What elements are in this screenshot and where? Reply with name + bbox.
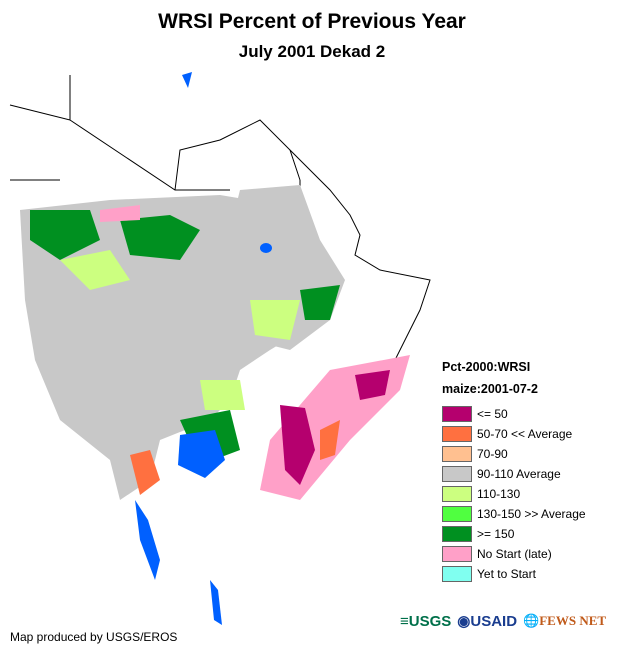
usaid-logo: ◉USAID	[457, 613, 518, 630]
legend-subheading: maize:2001-07-2	[442, 382, 538, 396]
map-title: WRSI Percent of Previous Year	[158, 10, 466, 33]
orange-region	[130, 420, 340, 495]
legend-swatch	[442, 426, 472, 442]
legend-label: 70-90	[477, 447, 508, 461]
fewsnet-logo-text: FEWS NET	[539, 613, 607, 628]
fewsnet-logo: 🌐FEWS NET	[523, 613, 607, 628]
legend: Pct-2000:WRSI maize:2001-07-2 <= 50 50-70…	[442, 360, 586, 584]
legend-swatch	[442, 506, 472, 522]
legend-item: No Start (late)	[442, 544, 586, 564]
legend-item: 110-130	[442, 484, 586, 504]
legend-item: <= 50	[442, 404, 586, 424]
legend-swatch	[442, 566, 472, 582]
legend-label: 50-70 << Average	[477, 427, 573, 441]
map-subtitle: July 2001 Dekad 2	[238, 42, 386, 61]
legend-swatch	[442, 486, 472, 502]
legend-label: 130-150 >> Average	[477, 507, 586, 521]
lake-malawi	[210, 580, 222, 625]
lake-tanganyika	[135, 500, 160, 580]
legend-label: >= 150	[477, 527, 515, 541]
lake-victoria	[178, 430, 225, 478]
logos: ≡USGS ◉USAID 🌐FEWS NET	[400, 612, 607, 631]
legend-swatch	[442, 466, 472, 482]
legend-label: 90-110 Average	[477, 467, 561, 481]
legend-item: Yet to Start	[442, 564, 586, 584]
legend-item: 50-70 << Average	[442, 424, 586, 444]
usgs-logo-text: USGS	[408, 612, 452, 630]
legend-label: <= 50	[477, 407, 508, 421]
usaid-logo-text: USAID	[470, 613, 518, 630]
legend-swatch	[442, 406, 472, 422]
usgs-logo: ≡USGS	[400, 612, 452, 630]
legend-heading: Pct-2000:WRSI	[442, 360, 531, 374]
legend-item: 90-110 Average	[442, 464, 586, 484]
legend-swatch	[442, 446, 472, 462]
light-green-region	[60, 250, 300, 410]
legend-label: 110-130	[477, 487, 521, 501]
water-bodies	[135, 72, 272, 625]
legend-label: Yet to Start	[477, 567, 536, 581]
legend-swatch	[442, 526, 472, 542]
legend-item: >= 150	[442, 524, 586, 544]
legend-swatch	[442, 546, 472, 562]
legend-item: 70-90	[442, 444, 586, 464]
credit-text: Map produced by USGS/EROS	[10, 630, 178, 644]
legend-item: 130-150 >> Average	[442, 504, 586, 524]
legend-label: No Start (late)	[477, 547, 552, 561]
magenta-low-region	[280, 370, 390, 485]
